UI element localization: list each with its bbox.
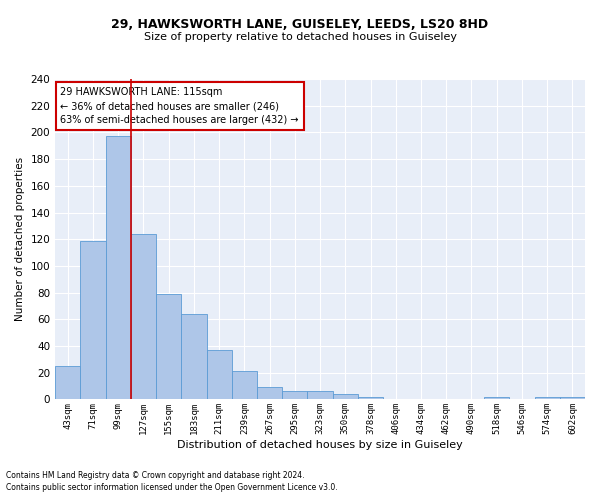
Bar [131, 234, 156, 400]
Text: 29 HAWKSWORTH LANE: 115sqm
← 36% of detached houses are smaller (246)
63% of sem: 29 HAWKSWORTH LANE: 115sqm ← 36% of deta… [61, 87, 299, 125]
Bar [307, 392, 332, 400]
Bar [332, 394, 358, 400]
Y-axis label: Number of detached properties: Number of detached properties [15, 157, 25, 322]
X-axis label: Distribution of detached houses by size in Guiseley: Distribution of detached houses by size … [177, 440, 463, 450]
Bar [358, 396, 383, 400]
Bar [181, 314, 206, 400]
Bar [560, 396, 585, 400]
Bar [282, 392, 307, 400]
Text: Contains public sector information licensed under the Open Government Licence v3: Contains public sector information licen… [6, 484, 338, 492]
Text: 29, HAWKSWORTH LANE, GUISELEY, LEEDS, LS20 8HD: 29, HAWKSWORTH LANE, GUISELEY, LEEDS, LS… [112, 18, 488, 30]
Bar [156, 294, 181, 400]
Bar [535, 396, 560, 400]
Bar [106, 136, 131, 400]
Text: Contains HM Land Registry data © Crown copyright and database right 2024.: Contains HM Land Registry data © Crown c… [6, 471, 305, 480]
Bar [80, 240, 106, 400]
Bar [232, 372, 257, 400]
Bar [484, 396, 509, 400]
Text: Size of property relative to detached houses in Guiseley: Size of property relative to detached ho… [143, 32, 457, 42]
Bar [55, 366, 80, 400]
Bar [206, 350, 232, 400]
Bar [257, 388, 282, 400]
